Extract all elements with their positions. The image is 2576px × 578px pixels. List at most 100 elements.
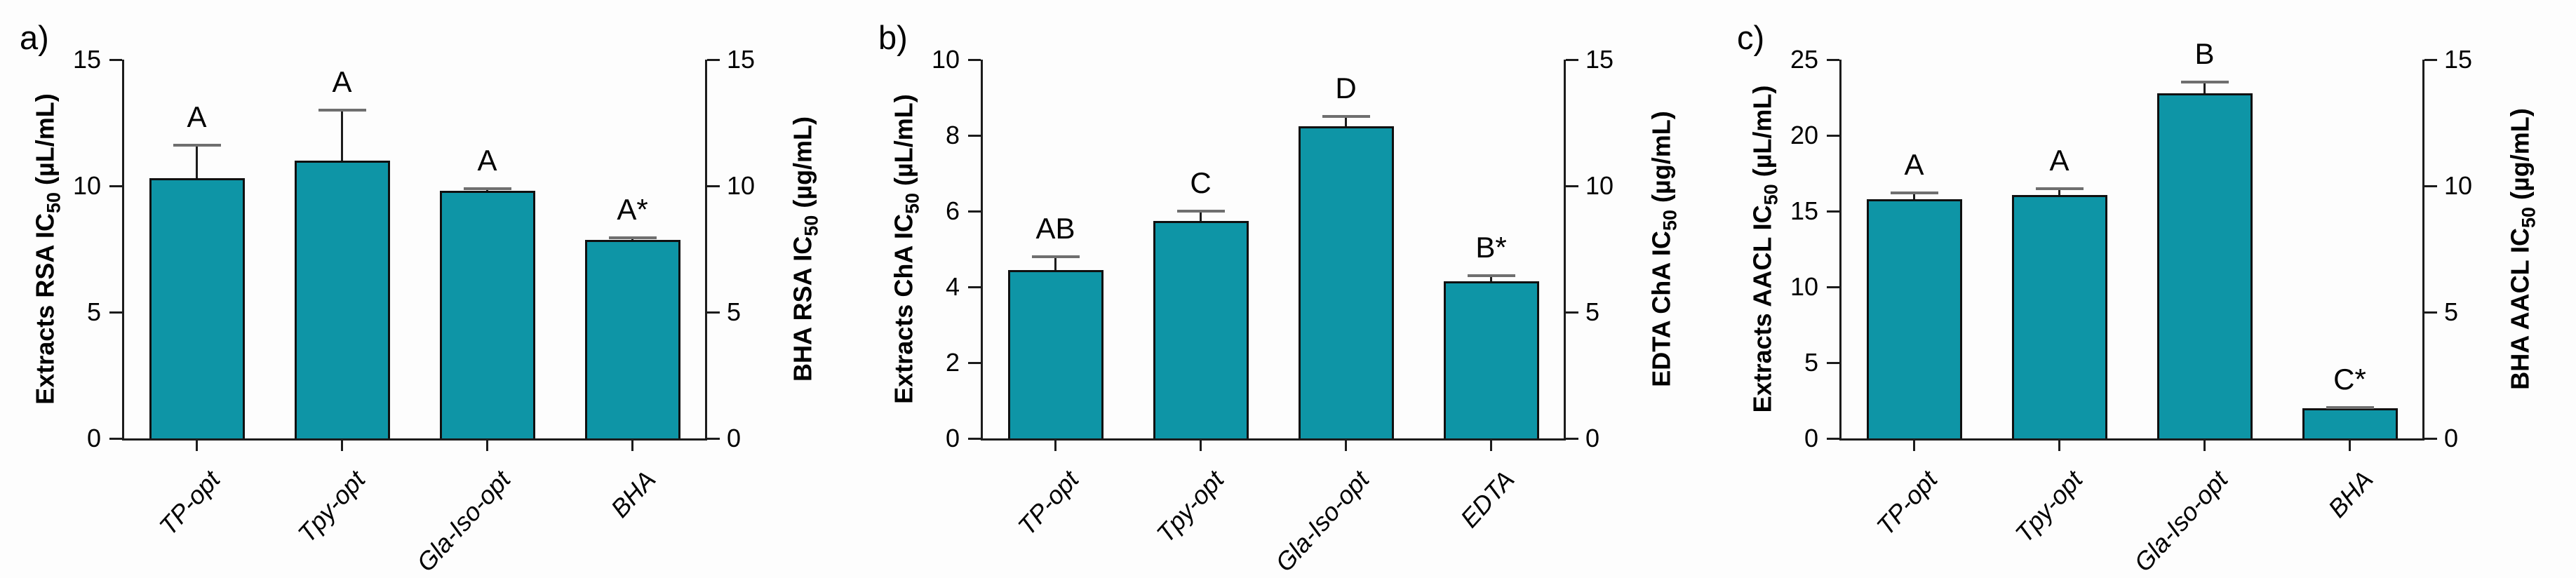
error-bar-line xyxy=(1913,193,1915,199)
y-axis-left-label: Extracts RSA IC50 (µL/mL) xyxy=(31,93,65,405)
y-axis-left-label-text: Extracts ChA IC xyxy=(889,214,918,404)
y-axis-right-label-text: EDTA ChA IC xyxy=(1646,231,1676,387)
y-axis-right-label: BHA RSA IC50 (µg/mL) xyxy=(789,116,823,382)
y-axis-right-tick-label: 0 xyxy=(2444,424,2459,452)
error-bar-cap xyxy=(173,144,221,147)
y-axis-right-tick-label: 5 xyxy=(727,297,742,326)
y-axis-left-tick-label: 8 xyxy=(945,121,960,149)
error-bar-line xyxy=(1345,116,1347,126)
y-axis-right-label-text: BHA RSA IC xyxy=(788,236,817,382)
y-axis-left-tick-label: 10 xyxy=(1790,272,1818,301)
error-bar-cap xyxy=(463,187,511,190)
significance-letter: AB xyxy=(1035,211,1075,245)
x-axis-tick xyxy=(196,441,198,451)
significance-letter: A xyxy=(332,65,352,98)
y-axis-right-label-subscript: 50 xyxy=(1659,210,1681,231)
y-axis-left-label-text: Extracts RSA IC xyxy=(30,213,60,405)
category-label-bha: BHA xyxy=(604,465,661,523)
y-axis-right-tick xyxy=(707,184,720,187)
y-axis-left-tick-label: 10 xyxy=(72,171,101,200)
y-axis-left-spine xyxy=(981,60,983,441)
x-axis-tick xyxy=(486,441,488,451)
y-axis-left-tick xyxy=(1827,134,1839,137)
y-axis-left-label-subscript: 50 xyxy=(901,192,923,215)
y-axis-right-tick-label: 5 xyxy=(2444,297,2459,326)
significance-letter: A xyxy=(1904,148,1924,182)
error-bar-cap xyxy=(1467,274,1515,277)
y-axis-left-tick xyxy=(109,437,122,440)
category-label-gla-iso-opt: Gla-Iso-opt xyxy=(410,465,516,577)
bar-tp-opt xyxy=(1866,199,1962,441)
significance-letter: A xyxy=(477,143,497,177)
y-axis-right-tick xyxy=(2424,311,2437,314)
y-axis-right-tick xyxy=(1566,311,1578,314)
category-label-tp-opt: TP-opt xyxy=(1012,465,1084,541)
error-bar-cap xyxy=(318,109,366,112)
y-axis-right-label-units: (µg/mL) xyxy=(2505,108,2535,207)
bar-bha xyxy=(584,240,680,441)
y-axis-left-tick xyxy=(968,134,981,137)
error-bar-line xyxy=(1490,275,1492,281)
category-label-gla-iso-opt: Gla-Iso-opt xyxy=(2128,465,2233,577)
y-axis-right-label-units: (µg/mL) xyxy=(1646,111,1676,210)
significance-letter: A* xyxy=(617,192,648,226)
category-label-tpy-opt: Tpy-opt xyxy=(1150,465,1229,549)
bar-tpy-opt xyxy=(2011,195,2107,441)
y-axis-right-tick xyxy=(2424,437,2437,440)
bar-bha xyxy=(2302,408,2398,441)
x-axis-tick xyxy=(1200,441,1202,451)
y-axis-right-label-text: BHA AACL IC xyxy=(2505,228,2535,390)
panel-b: b) AB TP-opt C Tpy-opt D Gla-Iso-opt B* EDTA 0 2 4 6… xyxy=(859,0,1717,578)
category-label-tpy-opt: Tpy-opt xyxy=(2008,465,2088,549)
x-axis-line xyxy=(122,438,707,441)
x-axis-tick xyxy=(1913,441,1915,451)
y-axis-right-label-subscript: 50 xyxy=(2518,207,2540,229)
y-axis-right-tick xyxy=(707,58,720,61)
y-axis-left-tick xyxy=(109,311,122,314)
x-axis-tick xyxy=(631,441,633,451)
y-axis-left-tick-label: 0 xyxy=(86,424,101,452)
error-bar-cap xyxy=(1031,255,1080,258)
significance-letter: C* xyxy=(2333,362,2366,396)
error-bar-cap xyxy=(2035,187,2084,190)
x-axis-tick xyxy=(2349,441,2351,451)
y-axis-right-tick-label: 15 xyxy=(1585,45,1614,74)
x-axis-tick xyxy=(1054,441,1056,451)
y-axis-left-label-units: (µL/mL) xyxy=(889,94,918,193)
y-axis-left-label-subscript: 50 xyxy=(1760,184,1782,206)
y-axis-left-label-subscript: 50 xyxy=(43,191,65,213)
bar-tpy-opt xyxy=(294,161,390,441)
y-axis-right-tick-label: 0 xyxy=(1585,424,1600,452)
y-axis-right-spine xyxy=(1564,60,1566,441)
y-axis-right-tick xyxy=(707,311,720,314)
y-axis-right-tick-label: 0 xyxy=(727,424,742,452)
x-axis-line xyxy=(981,438,1566,441)
y-axis-left-tick-label: 5 xyxy=(86,297,101,326)
y-axis-left-spine xyxy=(1839,60,1842,441)
x-axis-tick xyxy=(1490,441,1492,451)
y-axis-right-label-units: (µg/mL) xyxy=(788,116,817,215)
y-axis-right-tick-label: 10 xyxy=(2444,171,2473,200)
y-axis-right-tick-label: 15 xyxy=(2444,45,2473,74)
y-axis-left-tick xyxy=(1827,361,1839,364)
error-bar-cap xyxy=(1176,210,1225,213)
significance-letter: A xyxy=(2049,143,2069,177)
y-axis-right-label: BHA AACL IC50 (µg/mL) xyxy=(2506,108,2540,389)
y-axis-left-tick xyxy=(968,437,981,440)
y-axis-right-tick xyxy=(2424,184,2437,187)
y-axis-right-spine xyxy=(2422,60,2424,441)
y-axis-right-tick-label: 10 xyxy=(727,171,756,200)
error-bar-line xyxy=(2058,188,2060,196)
category-label-gla-iso-opt: Gla-Iso-opt xyxy=(1269,465,1374,577)
bar-tp-opt xyxy=(1007,269,1103,441)
panel-label: c) xyxy=(1737,19,1765,56)
bar-tp-opt xyxy=(149,178,245,441)
error-bar-line xyxy=(196,145,198,179)
category-label-tpy-opt: Tpy-opt xyxy=(291,465,370,549)
error-bar-cap xyxy=(1322,115,1370,118)
x-axis-tick xyxy=(2058,441,2060,451)
y-axis-left-label: Extracts ChA IC50 (µL/mL) xyxy=(890,94,924,404)
y-axis-left-tick xyxy=(968,210,981,213)
y-axis-left-tick xyxy=(1827,285,1839,288)
y-axis-right-label: EDTA ChA IC50 (µg/mL) xyxy=(1647,111,1682,387)
